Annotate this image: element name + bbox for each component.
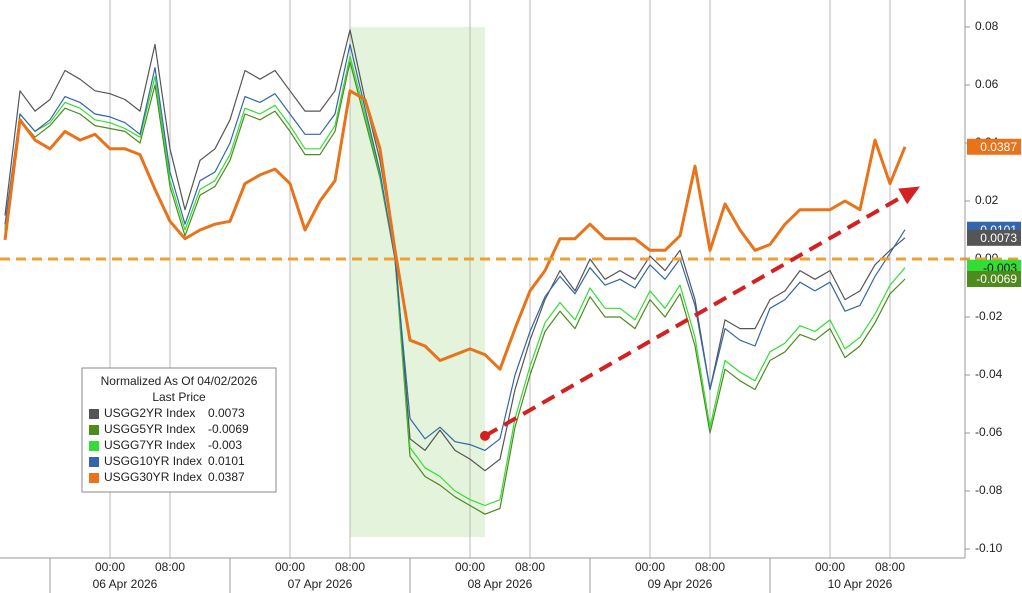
arrow-start	[480, 430, 490, 441]
legend-label: USGG10YR Index	[104, 454, 202, 468]
series-line	[4, 29, 906, 472]
series-line	[4, 43, 906, 451]
x-tick-label: 08:00	[875, 560, 905, 574]
x-tick-label: 00:00	[815, 560, 845, 574]
legend-label: USGG30YR Index	[104, 470, 202, 484]
legend-value: 0.0073	[208, 406, 245, 420]
plot-front	[0, 186, 1022, 441]
end-label-box	[967, 229, 1021, 246]
x-tick-label: 08:00	[515, 560, 545, 574]
legend-swatch	[89, 409, 99, 419]
y-tick-label: -0.08	[975, 483, 1003, 497]
series-line	[4, 55, 906, 507]
end-label-box	[967, 138, 1021, 155]
y-tick-label: -0.02	[975, 309, 1003, 323]
y-tick-label: -0.04	[975, 367, 1003, 381]
trend-arrow	[484, 194, 904, 438]
x-tick-label: 00:00	[95, 560, 125, 574]
x-tick-label: 08:00	[335, 560, 365, 574]
x-tick-label: 08:00	[695, 560, 725, 574]
shaded-region	[350, 27, 485, 537]
x-tick-label: 00:00	[275, 560, 305, 574]
series-line	[3, 89, 907, 371]
legend-swatch	[89, 441, 99, 451]
plot-lines	[3, 29, 907, 515]
legend-swatch	[89, 425, 99, 435]
legend-label: USGG7YR Index	[104, 438, 195, 452]
legend-swatch	[89, 473, 99, 483]
legend-value: 0.0101	[208, 454, 245, 468]
x-tick-label: 08:00	[155, 560, 185, 574]
end-label: -0.0069	[976, 272, 1017, 286]
end-label: 0.0387	[980, 140, 1017, 154]
x-date-label: 09 Apr 2026	[648, 577, 713, 591]
x-date-label: 10 Apr 2026	[828, 577, 893, 591]
end-label: 0.0073	[980, 231, 1017, 245]
x-date-label: 06 Apr 2026	[93, 577, 158, 591]
legend-value: -0.003	[208, 438, 242, 452]
legend-box	[81, 367, 277, 493]
y-tick-label: -0.06	[975, 425, 1003, 439]
legend-swatch	[89, 457, 99, 467]
x-date-label: 07 Apr 2026	[288, 577, 353, 591]
legend: Normalized As Of 04/02/2026 Last Price U…	[81, 367, 277, 493]
y-tick-label: 0.08	[975, 19, 999, 33]
legend-title: Normalized As Of 04/02/2026	[101, 374, 258, 388]
x-date-label: 08 Apr 2026	[468, 577, 533, 591]
arrow-head	[898, 186, 920, 205]
legend-label: USGG2YR Index	[104, 406, 195, 420]
y-tick-label: 0.06	[975, 77, 999, 91]
series-line	[4, 61, 906, 515]
y-tick-label: -0.10	[975, 541, 1003, 555]
legend-subtitle: Last Price	[152, 390, 206, 404]
legend-value: -0.0069	[208, 422, 249, 436]
x-tick-label: 00:00	[455, 560, 485, 574]
legend-value: 0.0387	[208, 470, 245, 484]
y-tick-label: 0.02	[975, 193, 999, 207]
x-tick-label: 00:00	[635, 560, 665, 574]
legend-label: USGG5YR Index	[104, 422, 195, 436]
end-label-box	[967, 271, 1021, 288]
